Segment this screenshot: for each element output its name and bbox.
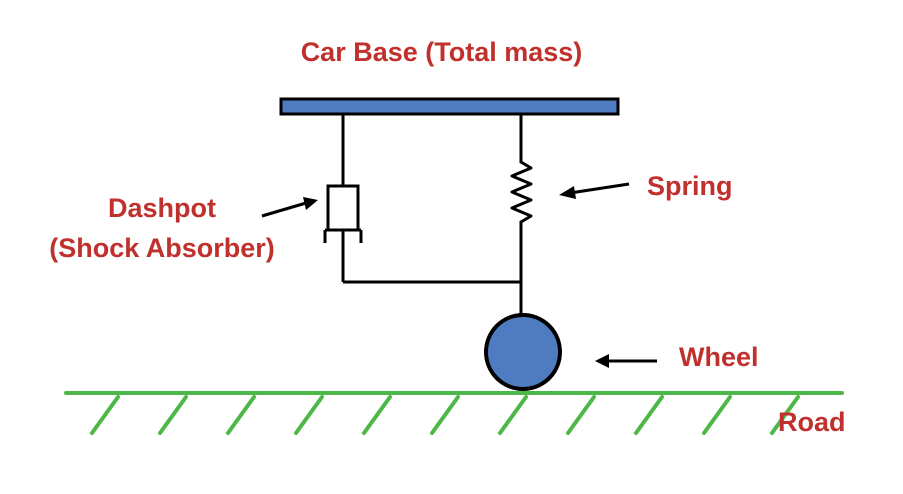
spring-arrow bbox=[559, 182, 630, 199]
car-base-label: Car Base (Total mass) bbox=[0, 37, 903, 68]
dashpot-label-line2: (Shock Absorber) bbox=[49, 232, 275, 263]
car-base-plate bbox=[279, 97, 620, 116]
wheel bbox=[484, 313, 562, 391]
dashpot-arrow bbox=[261, 197, 318, 218]
road bbox=[64, 391, 844, 435]
dashpot-label-line1: Dashpot bbox=[108, 193, 216, 223]
wheel-arrow bbox=[595, 354, 657, 368]
dashpot-label: Dashpot (Shock Absorber) bbox=[30, 193, 294, 263]
road-label: Road bbox=[778, 407, 846, 437]
dashpot bbox=[323, 114, 363, 282]
wheel-label: Wheel bbox=[679, 342, 759, 372]
car-base-label-text: Car Base (Total mass) bbox=[300, 37, 583, 67]
spring-label: Spring bbox=[647, 171, 733, 201]
spring bbox=[510, 112, 533, 318]
